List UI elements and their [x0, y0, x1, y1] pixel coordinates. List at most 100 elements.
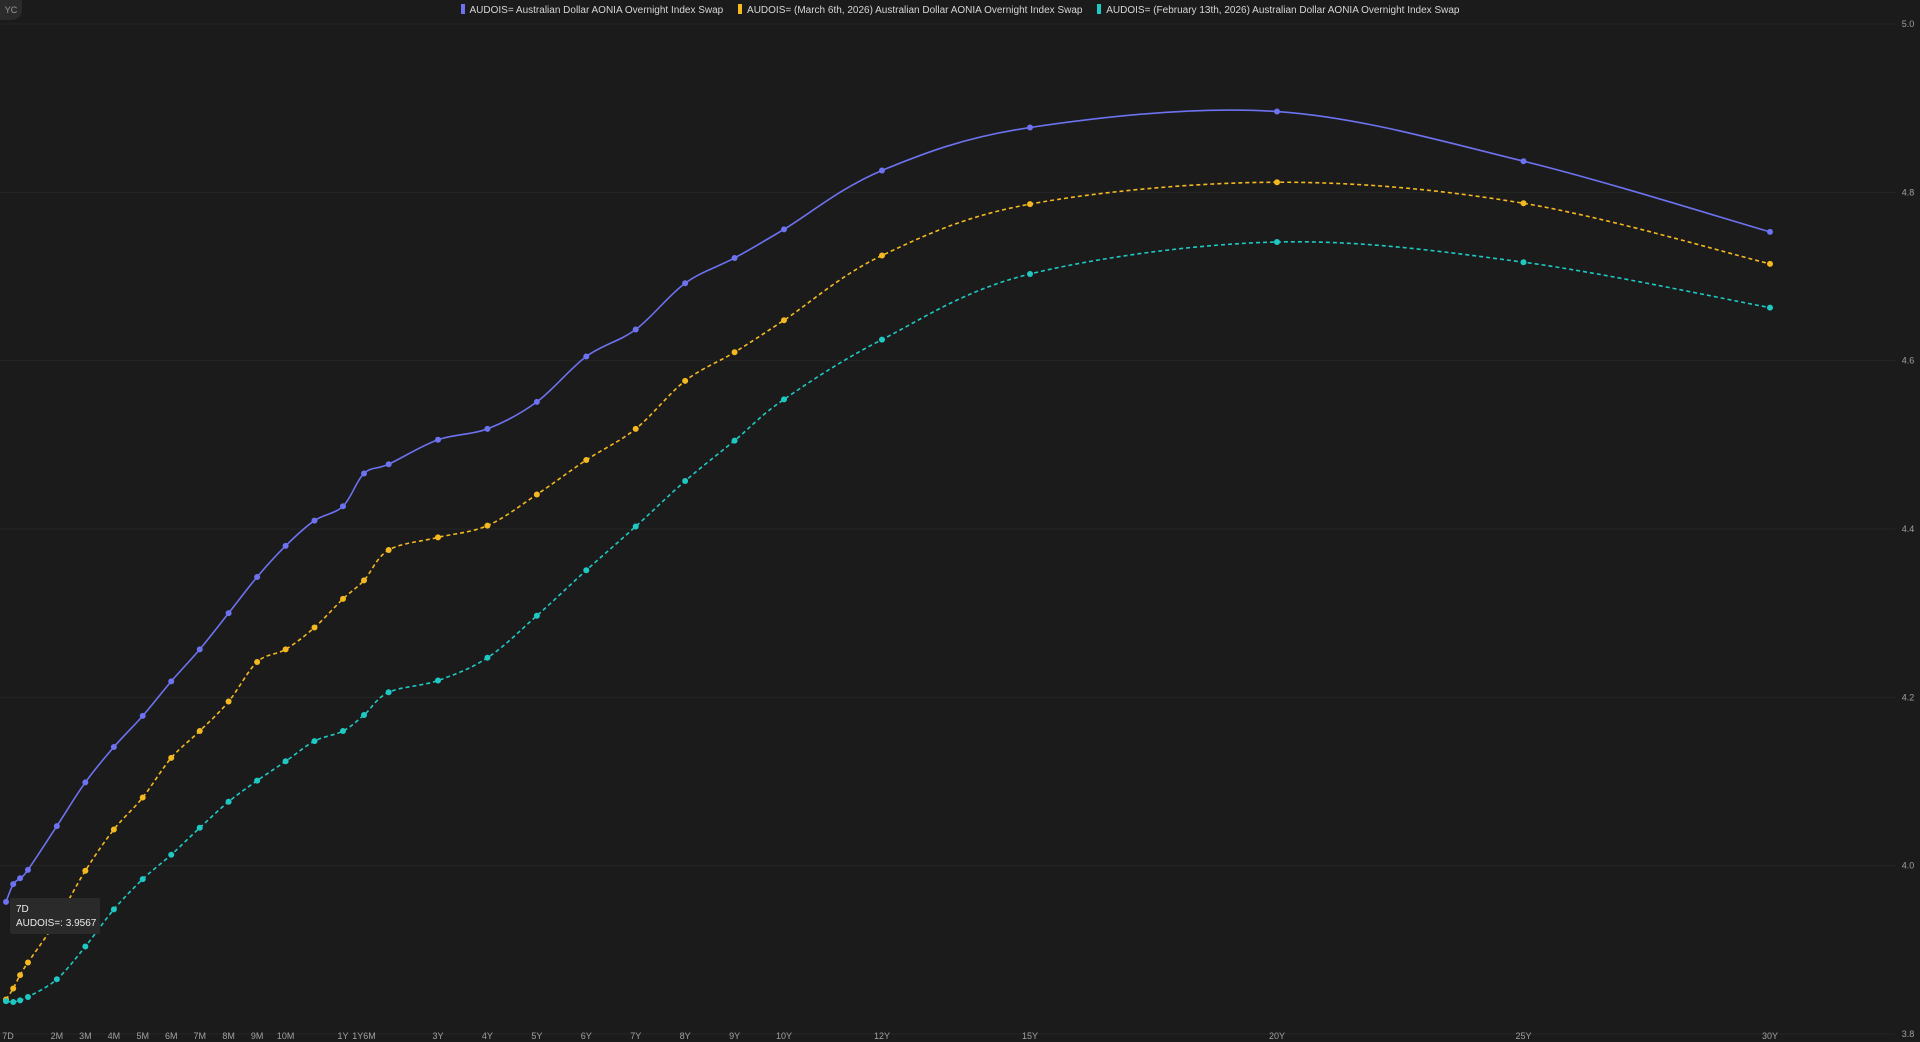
series-point[interactable]: [781, 226, 787, 233]
series-point[interactable]: [583, 567, 590, 574]
series-point[interactable]: [10, 999, 17, 1006]
series-point[interactable]: [1767, 260, 1773, 267]
series-point[interactable]: [168, 678, 175, 685]
series-point[interactable]: [225, 698, 232, 705]
series-point[interactable]: [583, 456, 590, 463]
series-point[interactable]: [139, 794, 146, 801]
legend-item-current[interactable]: AUDOIS= Australian Dollar AONIA Overnigh…: [460, 4, 723, 16]
series-point[interactable]: [682, 478, 689, 485]
series-point[interactable]: [254, 573, 261, 580]
series-point[interactable]: [361, 712, 367, 719]
series-point[interactable]: [361, 470, 367, 477]
series-point[interactable]: [533, 398, 540, 405]
series-point[interactable]: [225, 610, 232, 617]
series-point[interactable]: [731, 254, 738, 261]
series-point[interactable]: [1767, 304, 1773, 311]
series-point[interactable]: [1027, 124, 1033, 131]
x-tick-label: 10M: [277, 1031, 295, 1041]
series-point[interactable]: [110, 906, 117, 913]
series-point[interactable]: [311, 517, 318, 524]
series-point[interactable]: [1520, 200, 1527, 207]
series-point[interactable]: [484, 522, 491, 529]
series-point[interactable]: [533, 612, 540, 619]
series-point[interactable]: [311, 624, 318, 631]
series-point[interactable]: [781, 396, 787, 403]
y-tick-label: 3.8: [1902, 1029, 1915, 1039]
series-point[interactable]: [282, 542, 289, 549]
series-point[interactable]: [340, 728, 346, 734]
series-point[interactable]: [3, 898, 9, 905]
series-point[interactable]: [1027, 270, 1033, 277]
series-point[interactable]: [17, 875, 24, 882]
series-point[interactable]: [484, 425, 491, 432]
series-point[interactable]: [583, 353, 590, 360]
yc-badge[interactable]: YC: [0, 0, 22, 20]
x-tick-label: 7Y: [630, 1031, 641, 1041]
legend-item-march[interactable]: AUDOIS= (March 6th, 2026) Australian Dol…: [738, 4, 1082, 16]
series-point[interactable]: [731, 349, 738, 356]
series-point[interactable]: [385, 547, 392, 554]
series-point[interactable]: [17, 972, 24, 979]
series-point[interactable]: [1767, 228, 1773, 235]
series-point[interactable]: [82, 867, 89, 874]
series-point[interactable]: [3, 998, 9, 1005]
series-point[interactable]: [879, 167, 885, 174]
series-point[interactable]: [385, 461, 392, 468]
x-tick-label: 6Y: [581, 1031, 592, 1041]
series-point[interactable]: [632, 523, 639, 530]
series-point[interactable]: [24, 993, 31, 1000]
series-point[interactable]: [225, 798, 232, 805]
series-point[interactable]: [1274, 108, 1280, 115]
series-point[interactable]: [361, 577, 367, 584]
series-point[interactable]: [24, 959, 31, 966]
series-point[interactable]: [1274, 179, 1280, 186]
series-point[interactable]: [24, 866, 31, 873]
series-point[interactable]: [879, 252, 885, 259]
series-point[interactable]: [254, 777, 261, 784]
series-point[interactable]: [682, 377, 689, 384]
series-point[interactable]: [1520, 259, 1527, 266]
series-point[interactable]: [282, 758, 289, 765]
series-point[interactable]: [435, 677, 441, 684]
series-point[interactable]: [254, 658, 261, 665]
series-point[interactable]: [168, 851, 175, 858]
series-point[interactable]: [196, 646, 203, 653]
series-point[interactable]: [110, 826, 117, 833]
series-point[interactable]: [632, 425, 639, 432]
series-point[interactable]: [435, 534, 441, 541]
series-point[interactable]: [1520, 158, 1527, 165]
x-tick-label: 5M: [136, 1031, 149, 1041]
series-point[interactable]: [82, 943, 89, 950]
series-point[interactable]: [139, 712, 146, 719]
series-point[interactable]: [632, 326, 639, 333]
series-point[interactable]: [196, 824, 203, 831]
series-point[interactable]: [879, 336, 885, 343]
legend-item-february[interactable]: AUDOIS= (February 13th, 2026) Australian…: [1097, 4, 1459, 16]
series-point[interactable]: [682, 280, 689, 287]
series-point[interactable]: [196, 728, 203, 734]
series-point[interactable]: [340, 595, 346, 602]
series-point[interactable]: [1274, 238, 1280, 245]
series-point[interactable]: [533, 491, 540, 498]
series-point[interactable]: [53, 823, 60, 830]
tooltip-value: AUDOIS=: 3.9567: [16, 918, 97, 929]
series-point[interactable]: [53, 976, 60, 983]
series-point[interactable]: [110, 743, 117, 750]
series-point[interactable]: [435, 436, 441, 443]
series-point[interactable]: [139, 876, 146, 883]
series-point[interactable]: [1027, 201, 1033, 208]
series-point[interactable]: [10, 881, 17, 888]
series-point[interactable]: [17, 997, 24, 1004]
series-point[interactable]: [484, 654, 491, 661]
series-point[interactable]: [781, 317, 787, 324]
x-tick-label: 1Y6M: [352, 1031, 376, 1041]
series-point[interactable]: [311, 738, 318, 745]
series-point[interactable]: [385, 689, 392, 696]
series-point[interactable]: [168, 754, 175, 761]
series-point[interactable]: [282, 646, 289, 653]
series-point[interactable]: [82, 779, 89, 786]
series-point[interactable]: [731, 437, 738, 444]
series-point[interactable]: [340, 503, 346, 510]
series-point[interactable]: [10, 985, 17, 992]
